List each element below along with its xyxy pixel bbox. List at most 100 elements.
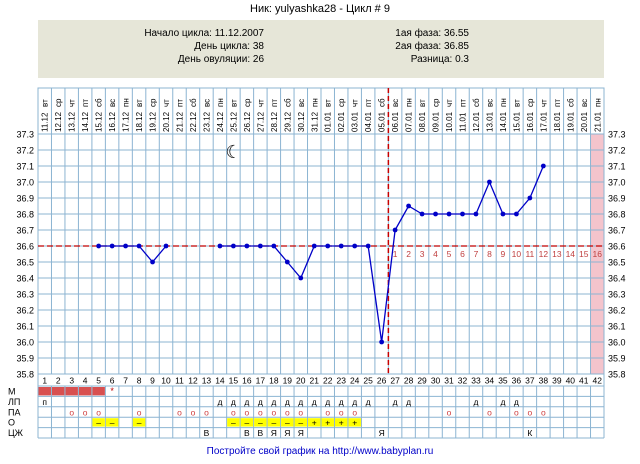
o-highlight-cell bbox=[105, 418, 119, 427]
y-tick-left: 36.3 bbox=[16, 290, 34, 300]
weekday-label: сб bbox=[95, 98, 104, 107]
o-mark: – bbox=[231, 418, 236, 428]
day-number: 19 bbox=[283, 376, 293, 386]
weekday-label: пт bbox=[270, 99, 279, 107]
date-label: 22.12 bbox=[189, 111, 198, 132]
day-number: 16 bbox=[242, 376, 252, 386]
weekday-label: чт bbox=[539, 99, 548, 107]
day-number: 29 bbox=[417, 376, 427, 386]
day-number: 1 bbox=[42, 376, 47, 386]
y-tick-right: 36.1 bbox=[608, 322, 626, 332]
temperature-point bbox=[109, 243, 115, 249]
day-number: 23 bbox=[336, 376, 346, 386]
lp-mark: д bbox=[352, 397, 357, 407]
period-cell bbox=[38, 387, 51, 396]
weekday-label: чт bbox=[351, 99, 360, 107]
weekday-label: пн bbox=[310, 98, 319, 107]
y-tick-left: 36.2 bbox=[16, 306, 34, 316]
o-highlight-cell bbox=[308, 418, 321, 427]
weekday-label: ср bbox=[337, 98, 346, 107]
pa-mark: о bbox=[258, 407, 263, 417]
phase2-day-number: 15 bbox=[579, 249, 589, 259]
temperature-point bbox=[365, 243, 371, 249]
date-label: 07.01 bbox=[405, 111, 414, 132]
date-label: 25.12 bbox=[229, 111, 238, 132]
pa-mark: о bbox=[83, 407, 88, 417]
lp-mark: д bbox=[393, 397, 398, 407]
temperature-point bbox=[527, 195, 533, 201]
weekday-label: вс bbox=[391, 99, 400, 107]
day-number: 24 bbox=[350, 376, 360, 386]
weekday-label: ср bbox=[54, 98, 63, 107]
phase2-day-number: 14 bbox=[566, 249, 576, 259]
y-tick-right: 36.2 bbox=[608, 306, 626, 316]
day-number: 20 bbox=[296, 376, 306, 386]
pa-mark: о bbox=[447, 407, 452, 417]
pa-mark: о bbox=[285, 407, 290, 417]
o-highlight-cell bbox=[132, 418, 146, 427]
cj-mark: В bbox=[244, 428, 250, 438]
y-tick-left: 36.6 bbox=[16, 242, 34, 252]
weekday-label: вс bbox=[297, 99, 306, 107]
row-label: ЛП bbox=[8, 397, 20, 407]
weekday-label: вс bbox=[108, 99, 117, 107]
weekday-label: вс bbox=[485, 99, 494, 107]
o-highlight-cell bbox=[267, 418, 281, 427]
o-highlight-cell bbox=[240, 418, 254, 427]
weekday-label: чт bbox=[162, 99, 171, 107]
temperature-point bbox=[311, 243, 317, 249]
phase2-day-number: 13 bbox=[552, 249, 562, 259]
y-tick-left: 36.9 bbox=[16, 194, 34, 204]
temperature-point bbox=[419, 211, 425, 217]
temperature-point bbox=[150, 259, 155, 265]
y-tick-left: 35.9 bbox=[16, 354, 34, 364]
pa-mark: о bbox=[339, 407, 344, 417]
weekday-label: сб bbox=[189, 98, 198, 107]
period-cell bbox=[65, 387, 78, 396]
date-label: 28.12 bbox=[270, 111, 279, 132]
weekday-label: ср bbox=[149, 98, 158, 107]
date-label: 16.12 bbox=[108, 111, 117, 132]
day-number: 41 bbox=[579, 376, 589, 386]
y-tick-right: 37.3 bbox=[608, 130, 626, 140]
pa-mark: о bbox=[137, 407, 142, 417]
weekday-label: вс bbox=[580, 99, 589, 107]
date-label: 03.01 bbox=[351, 111, 360, 132]
period-star: * bbox=[110, 386, 114, 396]
day-number: 35 bbox=[498, 376, 508, 386]
weekday-label: вс bbox=[202, 99, 211, 107]
o-highlight-cell bbox=[348, 418, 361, 427]
phase2-day-number: 9 bbox=[501, 249, 506, 259]
date-label: 14.01 bbox=[499, 111, 508, 132]
y-tick-right: 37.2 bbox=[608, 146, 626, 156]
o-mark: – bbox=[137, 418, 142, 428]
y-tick-left: 36.4 bbox=[16, 274, 34, 284]
day-number: 38 bbox=[539, 376, 549, 386]
o-mark: – bbox=[298, 418, 303, 428]
day-number: 11 bbox=[175, 376, 184, 386]
o-mark: – bbox=[271, 418, 276, 428]
day-number: 32 bbox=[458, 376, 468, 386]
o-highlight-cell bbox=[254, 418, 267, 427]
date-label: 05.01 bbox=[378, 111, 387, 132]
pa-mark: о bbox=[352, 407, 357, 417]
row-label: ПА bbox=[8, 407, 20, 417]
weekday-label: чт bbox=[256, 99, 265, 107]
date-label: 12.01 bbox=[472, 111, 481, 132]
lp-mark: д bbox=[366, 397, 371, 407]
row-label: М bbox=[8, 387, 16, 397]
day-number: 6 bbox=[110, 376, 115, 386]
date-label: 21.12 bbox=[176, 111, 185, 132]
cj-mark: Я bbox=[284, 428, 290, 438]
info-panel: Начало цикла: 11.12.2007 День цикла: 38 … bbox=[38, 20, 604, 78]
phase2-day-number: 8 bbox=[487, 249, 492, 259]
o-mark: + bbox=[352, 418, 357, 428]
footer-link[interactable]: Постройте свой график на http://www.baby… bbox=[206, 446, 434, 457]
y-tick-left: 36.5 bbox=[16, 258, 34, 268]
day-number: 40 bbox=[566, 376, 576, 386]
temperature-point bbox=[473, 211, 479, 217]
o-mark: + bbox=[312, 418, 317, 428]
cj-mark: Я bbox=[379, 428, 385, 438]
temperature-point bbox=[217, 243, 223, 249]
